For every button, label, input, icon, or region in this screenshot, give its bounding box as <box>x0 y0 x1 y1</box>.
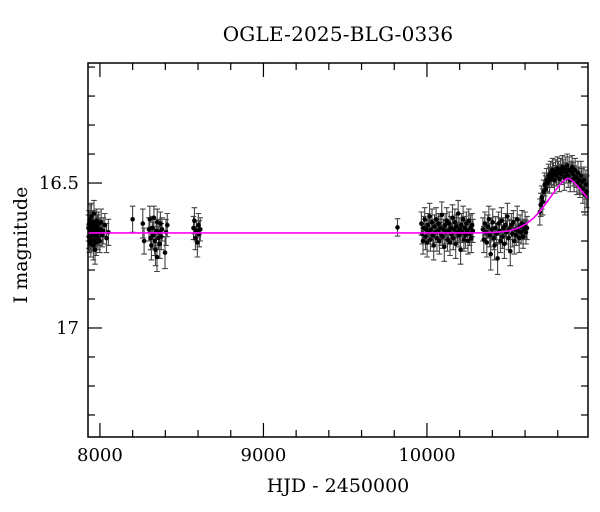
error-bars <box>85 153 590 275</box>
tick-labels: 8000 9000 10000 16.5 17 <box>39 173 456 466</box>
tick-label: 10000 <box>398 445 455 466</box>
tick-label: 8000 <box>77 445 123 466</box>
x-axis-label: HJD - 2450000 <box>266 475 410 497</box>
tick-label: 9000 <box>241 445 287 466</box>
model-curve <box>88 177 589 234</box>
tick-label: 16.5 <box>39 173 79 194</box>
plot-frame <box>87 62 589 438</box>
plot-title: OGLE-2025-BLG-0336 <box>222 22 454 46</box>
tick-label: 17 <box>56 318 79 339</box>
